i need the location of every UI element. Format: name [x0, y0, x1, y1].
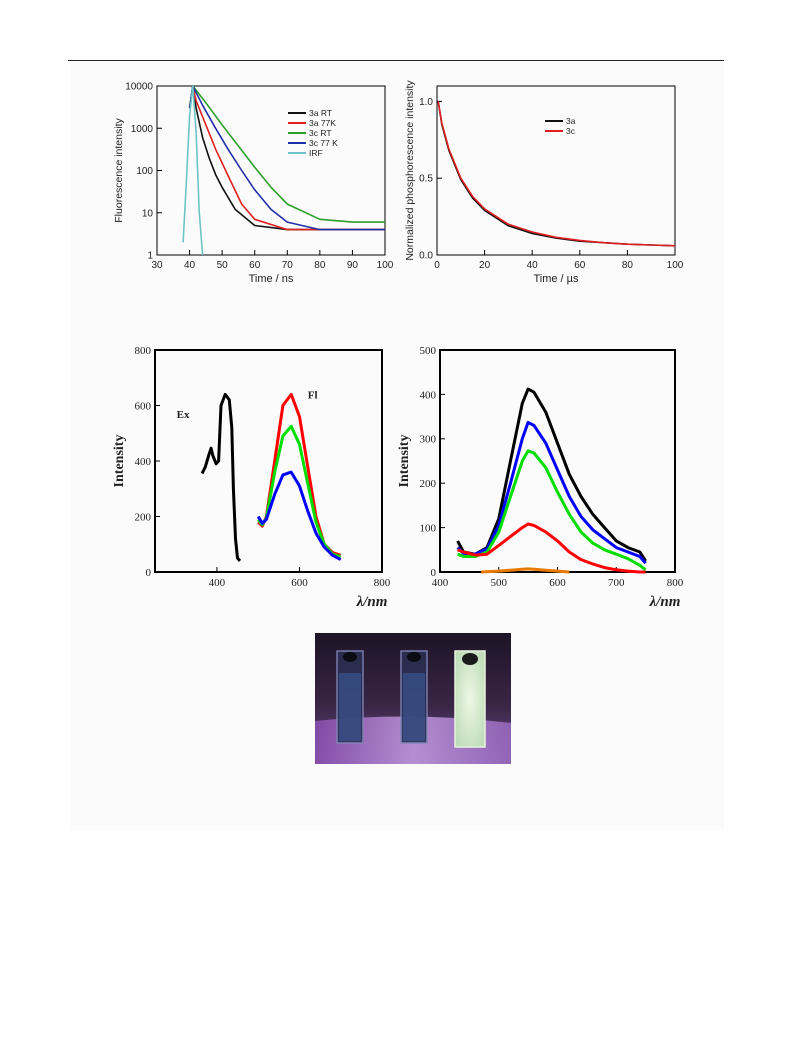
x-tick-label: 40 [184, 260, 196, 271]
y-tick-label: 1 [147, 251, 153, 262]
y-axis-label: Fluorescence intensity [113, 118, 125, 223]
legend-label: 3c RT [309, 128, 332, 138]
y-tick-label: 0 [146, 567, 152, 579]
x-tick-label: 60 [574, 260, 586, 271]
x-tick-label: 0 [434, 260, 440, 271]
x-tick-label: 60 [249, 260, 261, 271]
x-tick-label: 800 [667, 577, 684, 589]
x-tick-label: 100 [377, 260, 394, 271]
y-axis-label: Normalized phosphorescence intensity [404, 80, 416, 261]
x-tick-label: 80 [622, 260, 634, 271]
x-tick-label: 20 [479, 260, 491, 271]
y-tick-label: 600 [135, 400, 152, 412]
legend-label: 3c [566, 126, 576, 136]
y-tick-label: 200 [135, 511, 152, 523]
x-axis-label: Time / µs [533, 273, 579, 285]
series-line-3 [256, 424, 342, 559]
series-line-3 [457, 449, 647, 571]
x-tick-label: 400 [209, 577, 226, 589]
x-tick-label: 50 [217, 260, 229, 271]
y-tick-label: 0 [431, 567, 437, 579]
series-line-5 [182, 85, 204, 256]
y-tick-label: 1.0 [419, 97, 433, 108]
x-tick-label: 100 [667, 260, 684, 271]
y-axis-label: Intensity [112, 435, 127, 488]
legend-label: 3a [566, 116, 576, 126]
x-axis-label: λ/nm [649, 594, 681, 610]
series-line-5 [481, 567, 570, 574]
x-tick-label: 80 [314, 260, 326, 271]
legend-label: IRF [309, 148, 323, 158]
header-rule [68, 60, 724, 61]
cuvette-1 [336, 650, 364, 744]
x-tick-label: 400 [432, 577, 449, 589]
y-tick-label: 1000 [131, 124, 154, 135]
y-tick-label: 200 [420, 478, 437, 490]
x-tick-label: 800 [374, 577, 391, 589]
series-line-2 [437, 101, 676, 247]
legend-label: 3a RT [309, 108, 332, 118]
y-tick-label: 100 [136, 166, 153, 177]
plot-frame [439, 349, 676, 573]
series-line-1 [437, 101, 676, 247]
series-line-2 [188, 85, 385, 231]
y-tick-label: 10 [142, 208, 154, 219]
annotation-ex: Ex [177, 409, 190, 421]
series-line-3 [188, 85, 385, 223]
excitation-emission-chart: 400 600 800 0 200 400 600 800 λ/nm Intensity Ex Fl [112, 345, 391, 610]
x-tick-label: 700 [608, 577, 625, 589]
x-tick-label: 70 [282, 260, 294, 271]
y-tick-label: 500 [420, 345, 437, 357]
cuvette-3-glowing [454, 650, 486, 748]
legend-label: 3c 77 K [309, 138, 338, 148]
x-tick-label: 90 [347, 260, 359, 271]
y-tick-label: 0.5 [419, 174, 433, 185]
x-axis-label: Time / ns [249, 273, 294, 285]
annotation-fl: Fl [308, 390, 318, 402]
series-line-1 [200, 392, 242, 562]
y-tick-label: 100 [420, 522, 437, 534]
plot-frame [436, 85, 676, 256]
y-tick-label: 400 [420, 389, 437, 401]
y-tick-label: 0.0 [419, 251, 433, 262]
x-tick-label: 500 [491, 577, 508, 589]
x-tick-label: 30 [151, 260, 163, 271]
phosphorescence-decay-chart: 0 20 40 60 80 100 0.0 0.5 1.0 Time / µs Normalized… [404, 80, 684, 285]
y-tick-label: 10000 [125, 82, 153, 93]
y-tick-label: 400 [135, 456, 152, 468]
series-line-4 [457, 522, 646, 574]
series-line-4 [188, 85, 385, 231]
emission-spectra-chart: 400 500 600 700 800 0 100 200 300 400 500 λ/nm Inten… [397, 345, 684, 610]
plot-frame [154, 349, 383, 573]
y-tick-label: 800 [135, 345, 152, 357]
series-line-4 [256, 470, 342, 561]
cuvettes-photo [315, 633, 511, 764]
y-axis-label: Intensity [397, 435, 412, 488]
legend-label: 3a 77K [309, 118, 336, 128]
series-line-2 [456, 420, 647, 565]
cuvette-2 [400, 650, 428, 744]
x-tick-label: 600 [549, 577, 566, 589]
x-tick-label: 600 [291, 577, 308, 589]
y-tick-label: 300 [420, 434, 437, 446]
x-tick-label: 40 [527, 260, 539, 271]
series-line-2 [257, 392, 342, 557]
x-axis-label: λ/nm [356, 594, 388, 610]
